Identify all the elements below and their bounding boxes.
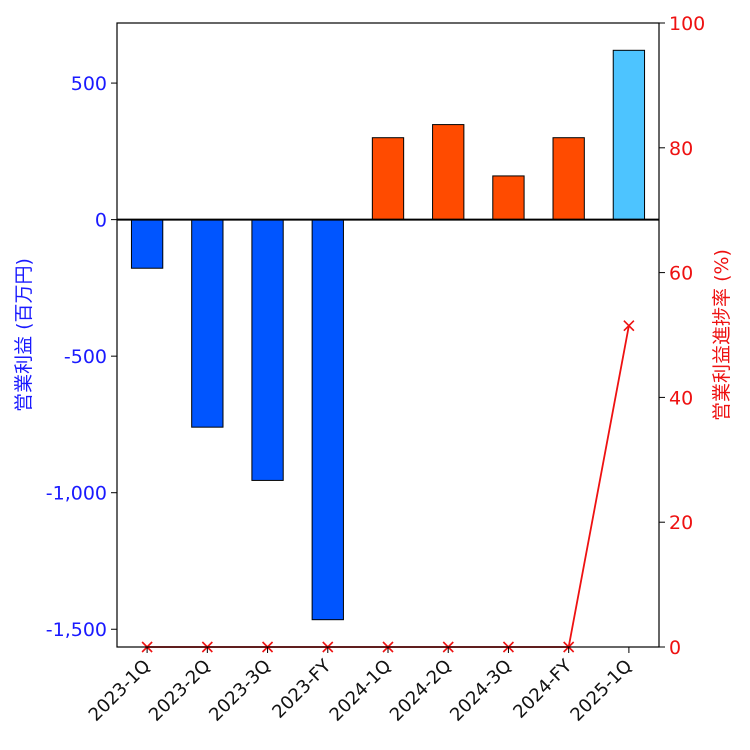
right-tick-label: 20: [669, 512, 693, 534]
bar-2023-2Q: [191, 219, 224, 428]
bar-2023-3Q: [251, 219, 284, 481]
bar-2024-3Q: [492, 175, 525, 221]
left-tick-label: -1,500: [46, 619, 107, 641]
y-axis-label-left: 営業利益 (百万円): [13, 258, 35, 412]
y-axis-label-right: 営業利益進捗率 (%): [711, 249, 733, 421]
x-tick-label: 2025-1Q: [566, 656, 636, 726]
right-tick-label: 80: [669, 138, 693, 160]
progress-marker-2025-1Q: [623, 320, 635, 332]
bar-2023-FY: [311, 219, 344, 621]
right-tick-label: 0: [669, 637, 681, 659]
bar-2024-FY: [552, 137, 585, 221]
left-axis: 500 0 -500 -1,000 -1,500: [46, 73, 117, 641]
left-tick-label: 0: [95, 210, 107, 232]
x-tick-label: 2024-2Q: [386, 656, 456, 726]
left-tick-label: -1,000: [46, 483, 107, 505]
bar-2023-1Q: [130, 219, 164, 269]
bars-group: [130, 49, 646, 621]
x-tick-label: 2024-3Q: [446, 656, 516, 726]
bar-2024-1Q: [371, 137, 405, 221]
left-tick-label: 500: [71, 73, 107, 95]
right-axis: 100 80 60 40 20 0: [659, 13, 705, 659]
x-tick-label: 2023-1Q: [85, 656, 155, 726]
x-tick-label: 2023-2Q: [145, 656, 215, 726]
left-tick-label: -500: [64, 346, 107, 368]
right-tick-label: 40: [669, 387, 693, 409]
x-axis: 2023-1Q2023-2Q2023-3Q2023-FY2024-1Q2024-…: [85, 647, 636, 726]
bar-2024-2Q: [432, 124, 465, 221]
bar-2025-1Q: [612, 49, 646, 221]
right-tick-label: 60: [669, 263, 693, 285]
x-tick-label: 2024-1Q: [326, 656, 396, 726]
x-tick-label: 2023-3Q: [205, 656, 275, 726]
right-tick-label: 100: [669, 13, 705, 35]
